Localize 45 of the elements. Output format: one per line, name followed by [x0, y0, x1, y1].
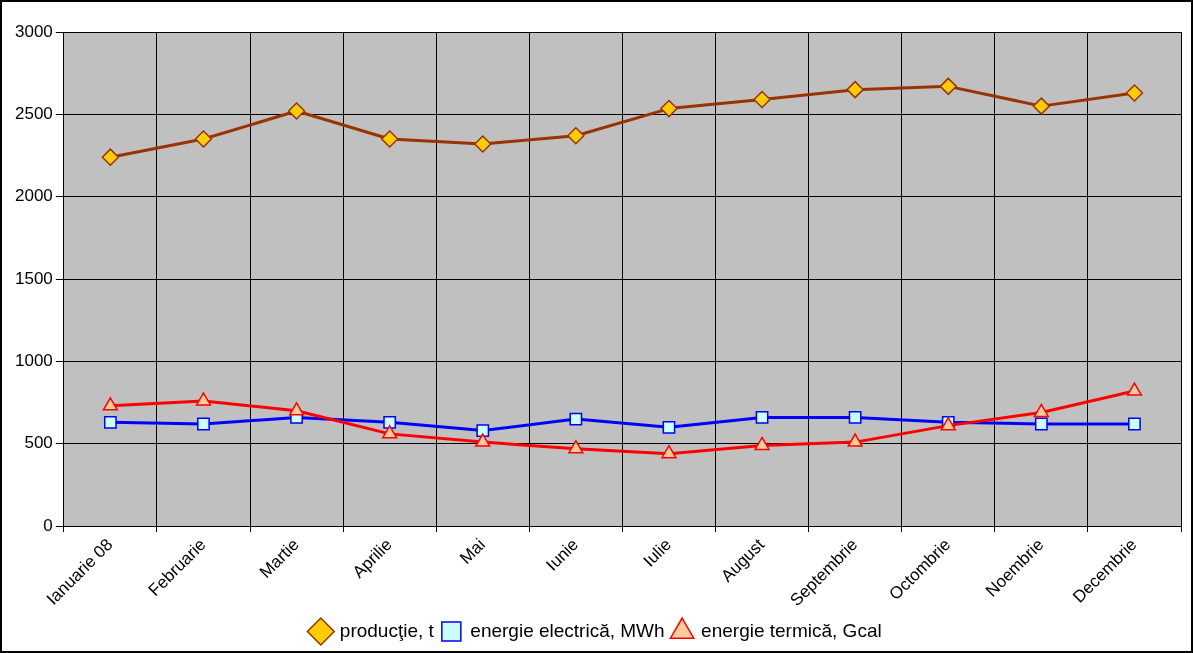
point: [754, 436, 770, 451]
point: [847, 433, 863, 447]
point: [753, 90, 771, 109]
legend-label: energie electrică, MWh: [470, 619, 665, 641]
point: [848, 410, 862, 424]
y-tick-label: 1500: [14, 268, 53, 288]
point: [103, 415, 117, 429]
point: [662, 420, 676, 434]
x-tick-label: Iulie: [639, 535, 676, 571]
legend-label: energie termică, Gcal: [701, 619, 882, 641]
point: [846, 80, 864, 99]
point: [661, 444, 677, 459]
point: [474, 135, 492, 153]
y-tick-label: 3000: [14, 21, 53, 41]
legend-label: producţie, t: [339, 619, 435, 641]
point: [1125, 84, 1144, 102]
y-tick-label: 2000: [14, 186, 53, 206]
x-tick-label: Mai: [456, 535, 489, 568]
point: [660, 99, 678, 118]
point: [1034, 417, 1048, 431]
point: [939, 77, 957, 96]
y-tick-label: 2500: [14, 104, 53, 124]
point: [755, 410, 769, 424]
y-tick-label: 500: [24, 433, 53, 453]
point: [567, 127, 585, 145]
point: [1126, 382, 1143, 396]
point: [475, 433, 491, 447]
point: [102, 397, 119, 411]
point: [383, 415, 397, 429]
point: [101, 148, 120, 166]
point: [569, 412, 583, 426]
point: [568, 439, 584, 454]
point: [197, 417, 210, 431]
y-tick-label: 0: [43, 515, 53, 535]
point: [288, 402, 305, 416]
point: [381, 425, 398, 439]
y-tick-label: 1000: [14, 351, 53, 371]
point: [1128, 417, 1141, 431]
point: [287, 102, 306, 120]
point: [195, 392, 212, 406]
point: [194, 130, 213, 148]
point: [476, 424, 490, 437]
point: [1033, 403, 1050, 418]
point: [380, 130, 399, 148]
point: [1032, 97, 1051, 115]
